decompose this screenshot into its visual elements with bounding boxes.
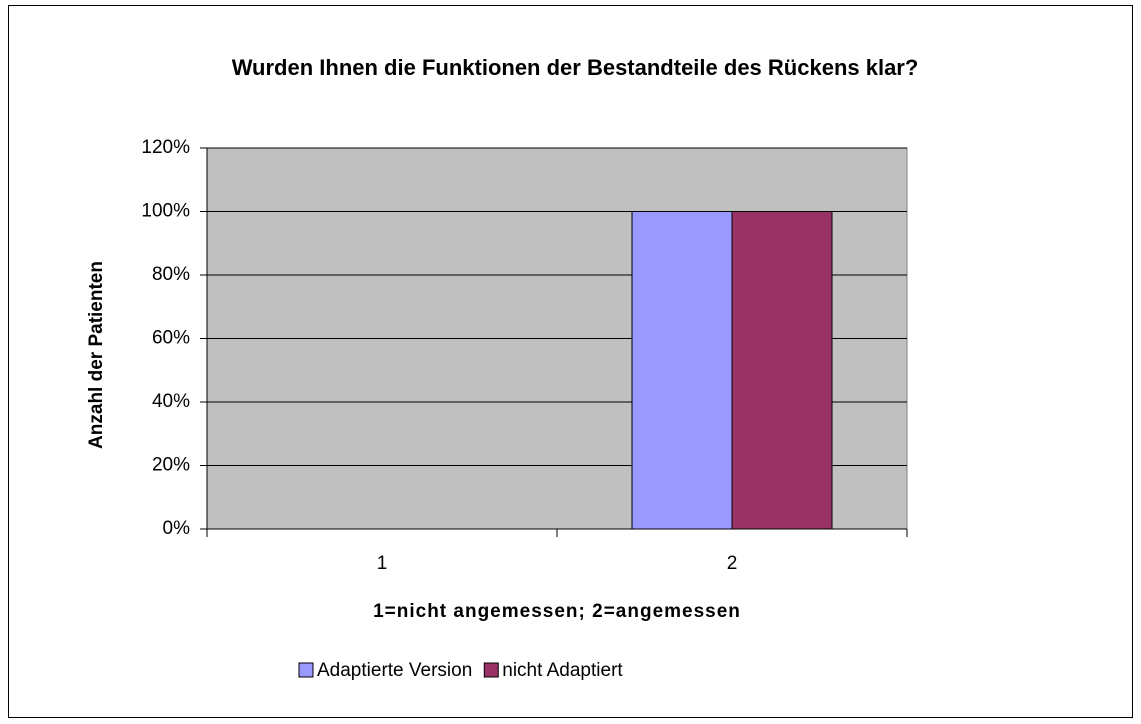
y-tick-label: 120%: [141, 137, 190, 158]
legend-swatch: [298, 662, 314, 678]
x-tick-label: 2: [727, 553, 738, 574]
y-tick-label: 20%: [152, 455, 190, 476]
y-tick-label: 40%: [152, 391, 190, 412]
legend-label: Adaptierte Version: [317, 660, 472, 681]
chart-title: Wurden Ihnen die Funktionen der Bestandt…: [231, 55, 919, 80]
bar: [731, 211, 833, 530]
x-axis-label: 1=nicht angemessen; 2=angemessen: [373, 601, 741, 622]
y-tick-label: 0%: [163, 518, 191, 539]
y-tick-label: 60%: [152, 328, 190, 349]
legend-swatch: [483, 662, 499, 678]
x-tick-label: 1: [377, 553, 388, 574]
y-axis-label: Anzahl der Patienten: [86, 261, 107, 449]
y-tick-label: 100%: [141, 201, 190, 222]
legend-label: nicht Adaptiert: [502, 660, 623, 681]
bar: [631, 211, 733, 530]
y-tick-label: 80%: [152, 264, 190, 285]
